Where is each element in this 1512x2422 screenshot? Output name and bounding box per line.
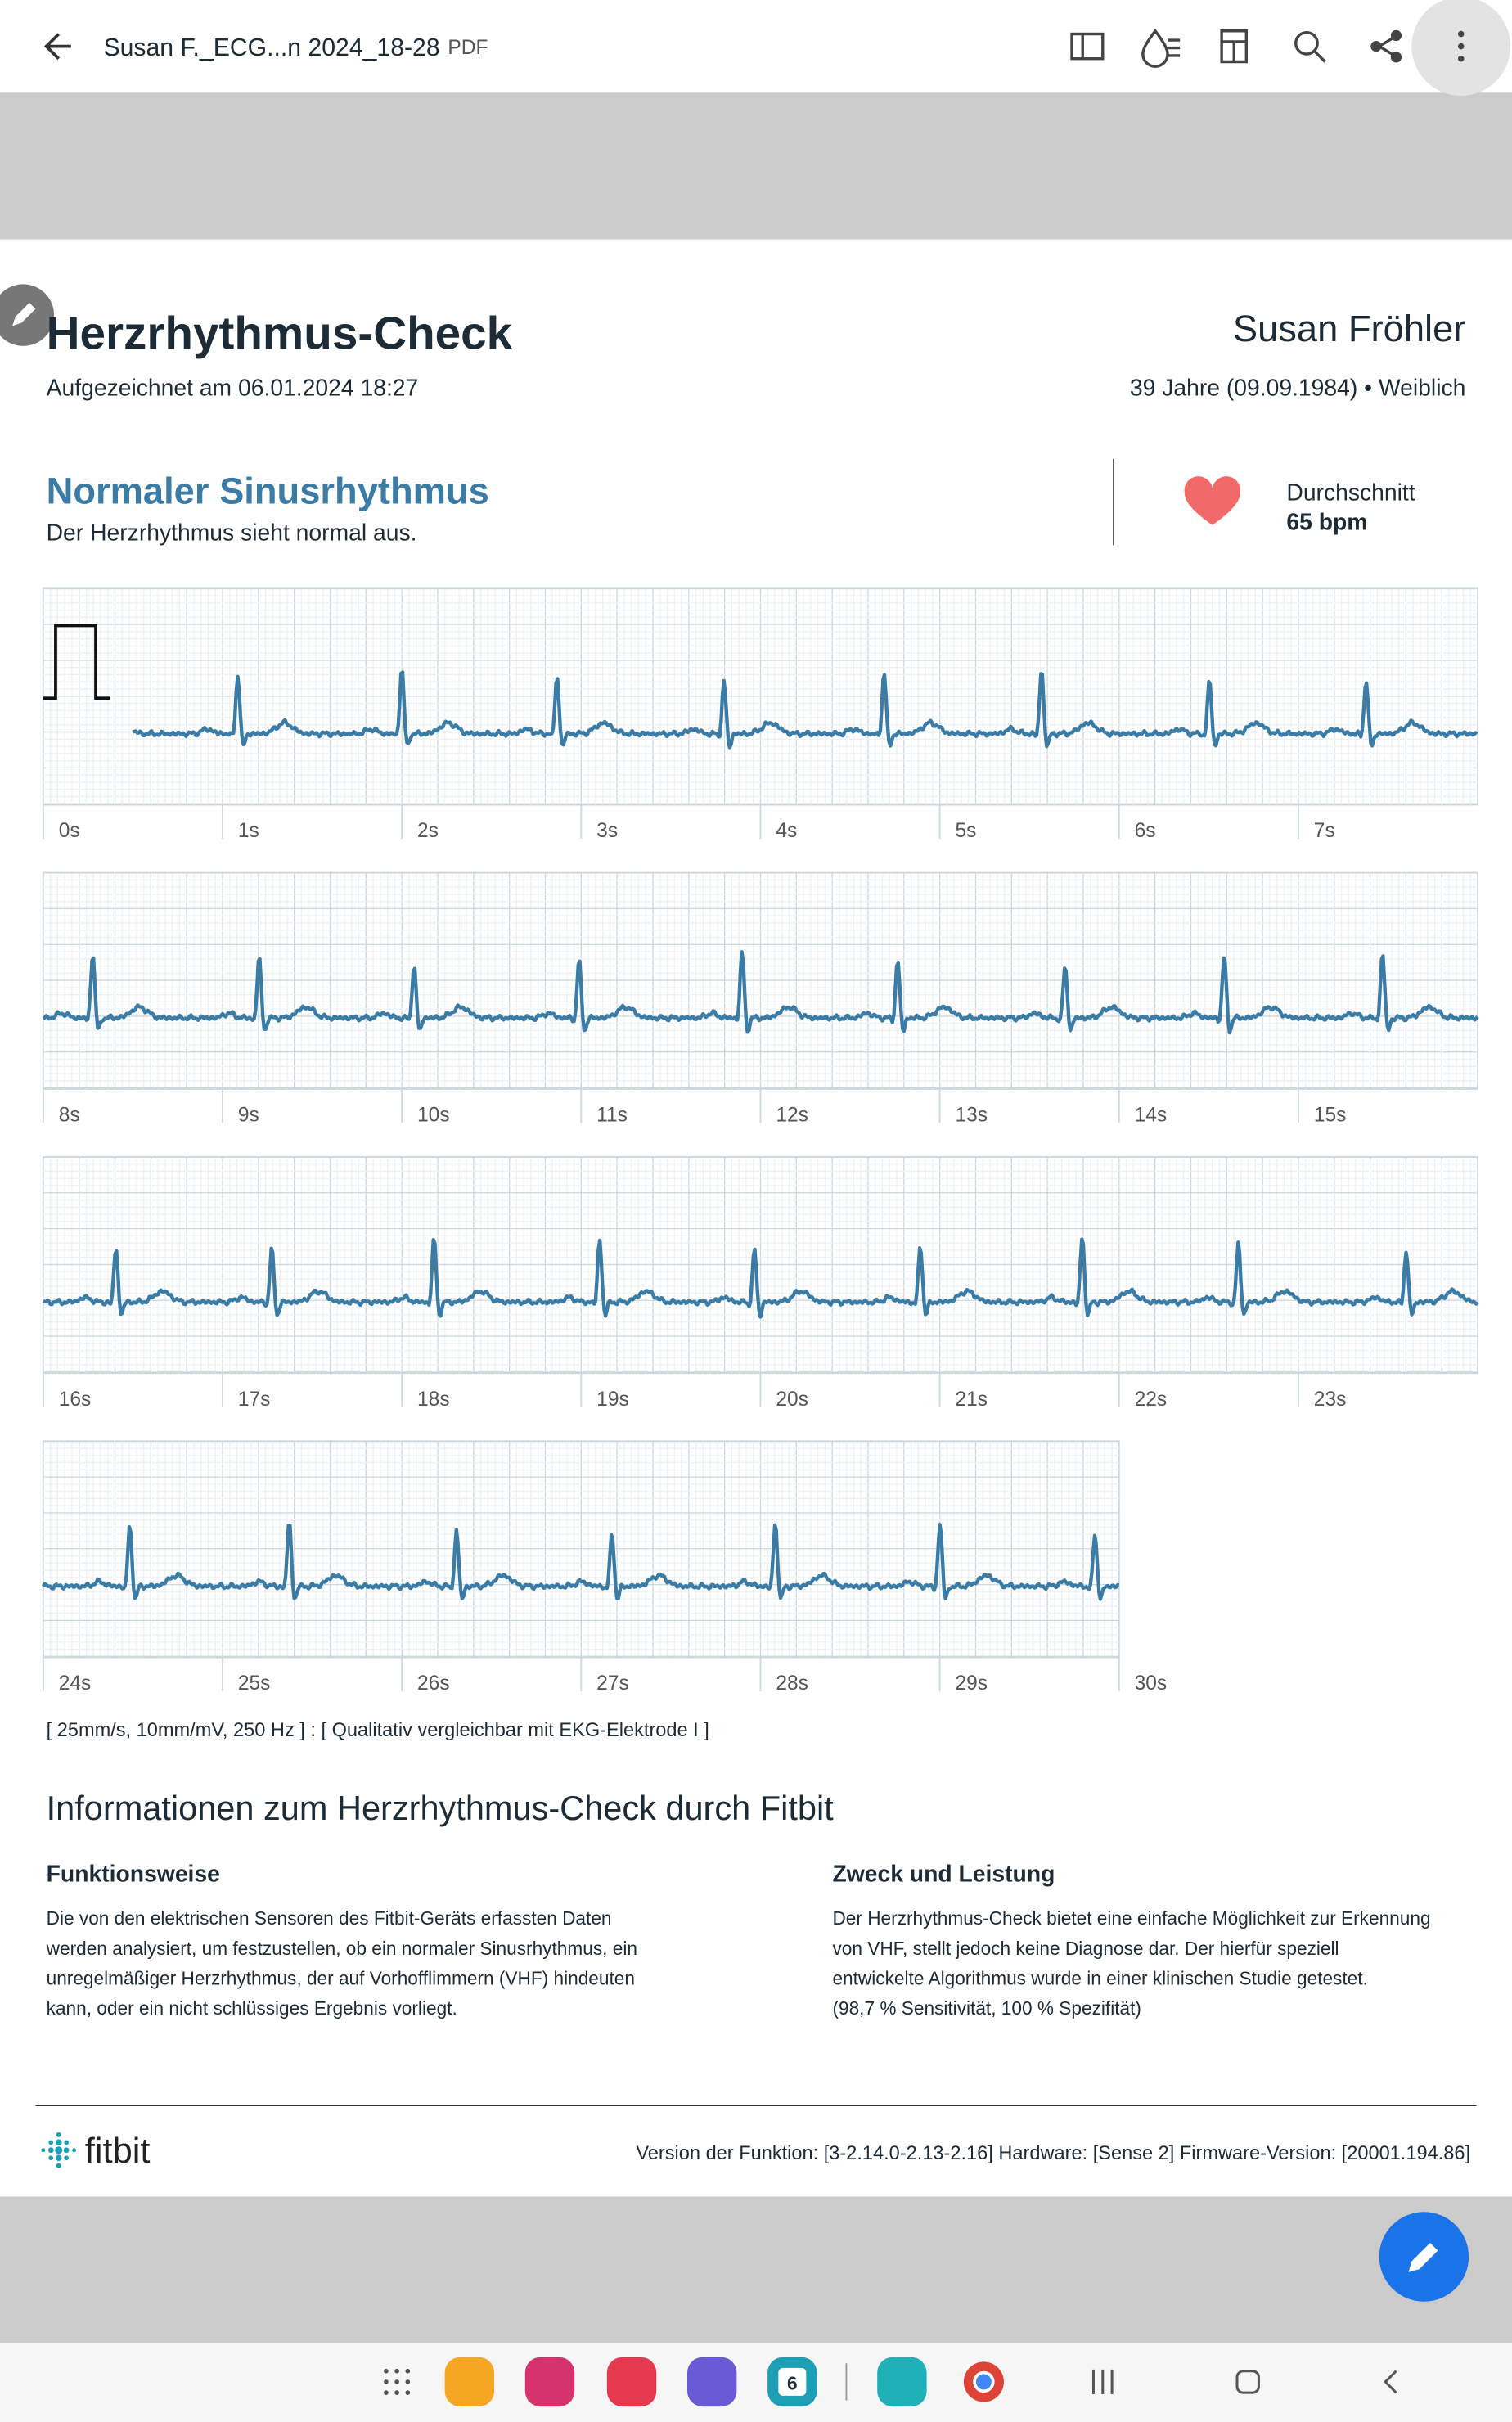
ecg-strips: 0s 1s 2s 3s 4s 5s 6s 7s 8s 9s 10s 11s 12s 13s 14s 15s 16… bbox=[41, 587, 1479, 1695]
patient-sex: Weiblich bbox=[1379, 374, 1465, 400]
time-label: 23s bbox=[1314, 1389, 1347, 1411]
ecg-trace bbox=[42, 950, 1479, 1035]
time-label: 8s bbox=[59, 1105, 80, 1127]
time-label: 22s bbox=[1135, 1389, 1168, 1411]
nav-recents[interactable] bbox=[1091, 2369, 1114, 2395]
time-label: 28s bbox=[776, 1672, 808, 1695]
section-line: Die von den elektrischen Sensoren des Fi… bbox=[47, 1907, 612, 1929]
patient-name: Susan Fröhler bbox=[1233, 308, 1465, 349]
report-title: Herzrhythmus-Check bbox=[47, 308, 513, 360]
section-line: entwickelte Algorithmus wurde in einer k… bbox=[832, 1967, 1367, 1988]
app-internet[interactable] bbox=[687, 2357, 737, 2407]
calendar-day: 6 bbox=[787, 2372, 798, 2393]
ecg-trace bbox=[132, 670, 1478, 750]
time-label: 17s bbox=[238, 1389, 271, 1411]
time-label: 26s bbox=[417, 1672, 450, 1695]
patient-age: 39 Jahre (09.09.1984) bbox=[1130, 374, 1357, 400]
time-label: 10s bbox=[417, 1105, 450, 1127]
time-label: 0s bbox=[59, 820, 80, 842]
search-icon[interactable] bbox=[1294, 30, 1319, 56]
calibration-pulse bbox=[43, 624, 110, 700]
time-label: 15s bbox=[1314, 1105, 1347, 1127]
section-line: Der Herzrhythmus-Check bietet eine einfa… bbox=[832, 1907, 1430, 1929]
version: Version der Funktion: [3-2.14.0-2.13-2.1… bbox=[636, 2142, 1470, 2163]
section-line: werden analysiert, um festzustellen, ob … bbox=[46, 1938, 637, 1959]
section-line: (98,7 % Sensitivität, 100 % Spezifität) bbox=[832, 1997, 1141, 2019]
info-title: Informationen zum Herzrhythmus-Check dur… bbox=[47, 1789, 835, 1827]
time-label: 6s bbox=[1135, 820, 1156, 842]
ecg-trace bbox=[42, 1237, 1479, 1319]
section-line: kann, oder ein nicht schlüssiges Ergebni… bbox=[47, 1997, 457, 2019]
result-text: Der Herzrhythmus sieht normal aus. bbox=[47, 520, 417, 546]
time-label: 11s bbox=[596, 1105, 628, 1127]
nav-home[interactable] bbox=[1235, 2370, 1260, 2394]
ink-icon[interactable] bbox=[1141, 28, 1181, 68]
ecg-strip: 16s 17s 18s 19s 20s 21s 22s 23s bbox=[42, 1155, 1479, 1411]
viewer-bg bbox=[0, 2196, 1512, 2343]
section-heading: Funktionsweise bbox=[47, 1860, 220, 1886]
section-line: von VHF, stellt jedoch keine Diagnose da… bbox=[832, 1938, 1339, 1959]
time-label: 27s bbox=[596, 1672, 629, 1695]
time-label: 12s bbox=[776, 1105, 808, 1127]
navbar bbox=[0, 2343, 1512, 2422]
dock: 6 bbox=[384, 2357, 1397, 2407]
heart-icon bbox=[1184, 476, 1241, 525]
doc-badge: PDF bbox=[448, 37, 488, 59]
fitbit-dots bbox=[41, 2132, 77, 2168]
layout-icon[interactable] bbox=[1220, 29, 1249, 64]
avg-value: 65 bpm bbox=[1286, 508, 1367, 534]
viewer-bg bbox=[0, 92, 1512, 240]
time-label: 21s bbox=[956, 1389, 988, 1411]
time-label: 30s bbox=[1135, 1672, 1168, 1695]
outline-icon[interactable] bbox=[1070, 32, 1105, 61]
caption: [ 25mm/s, 10mm/mV, 250 Hz ] : [ Qualitat… bbox=[47, 1719, 709, 1740]
time-label: 29s bbox=[956, 1672, 988, 1695]
time-label: 5s bbox=[956, 820, 977, 842]
toolbar bbox=[0, 0, 1512, 93]
result-title: Normaler Sinusrhythmus bbox=[47, 470, 489, 511]
app-fitbit[interactable] bbox=[877, 2357, 927, 2407]
time-label: 14s bbox=[1135, 1105, 1168, 1127]
time-label: 9s bbox=[238, 1105, 259, 1127]
time-label: 20s bbox=[776, 1389, 808, 1411]
app-gallery[interactable] bbox=[524, 2357, 575, 2407]
recorded: Aufgezeichnet am 06.01.2024 18:27 bbox=[47, 374, 419, 400]
section-line: unregelmäßiger Herzrhythmus, der auf Vor… bbox=[47, 1967, 635, 1988]
fitbit-logo: fitbit bbox=[85, 2132, 151, 2171]
back-button[interactable] bbox=[43, 33, 71, 61]
ecg-trace bbox=[41, 1523, 1120, 1601]
time-label: 18s bbox=[417, 1389, 450, 1411]
nav-back[interactable] bbox=[1384, 2370, 1397, 2394]
patient-info: 39 Jahre (09.09.1984) • Weiblich bbox=[1130, 374, 1466, 400]
ecg-strip: 0s 1s 2s 3s 4s 5s 6s 7s bbox=[42, 587, 1479, 842]
doc-title: Susan F._ECG...n 2024_18-28 bbox=[103, 34, 439, 61]
time-label: 2s bbox=[417, 820, 439, 842]
ecg-strip: 8s 9s 10s 11s 12s 13s 14s 15s bbox=[42, 871, 1479, 1127]
time-label: 24s bbox=[59, 1672, 92, 1695]
app-files[interactable] bbox=[444, 2357, 495, 2407]
time-label: 25s bbox=[238, 1672, 271, 1695]
time-label: 13s bbox=[956, 1105, 988, 1127]
time-label: 7s bbox=[1314, 820, 1335, 842]
time-label: 4s bbox=[776, 820, 797, 842]
time-label: 3s bbox=[596, 820, 618, 842]
time-label: 16s bbox=[59, 1389, 92, 1411]
time-label: 19s bbox=[596, 1389, 629, 1411]
time-label: 1s bbox=[238, 820, 259, 842]
info-sections: Funktionsweise Die von den elektrischen S… bbox=[46, 1860, 1431, 2019]
avg-label: Durchschnitt bbox=[1286, 479, 1415, 506]
app-camera[interactable] bbox=[606, 2357, 657, 2407]
section-heading: Zweck und Leistung bbox=[832, 1860, 1055, 1886]
ecg-strip: 24s 25s 26s 27s 28s 29s 30s bbox=[41, 1440, 1168, 1695]
